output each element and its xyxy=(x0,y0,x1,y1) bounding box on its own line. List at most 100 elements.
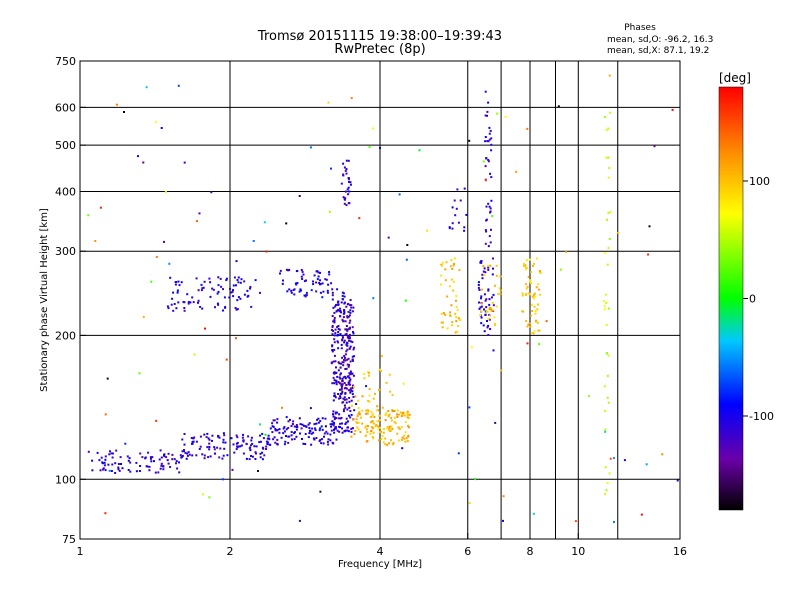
data-point xyxy=(235,308,238,311)
data-point xyxy=(319,291,322,294)
data-point xyxy=(285,268,288,271)
data-point xyxy=(345,398,348,401)
data-point xyxy=(276,421,279,424)
data-point xyxy=(488,132,491,135)
data-point xyxy=(389,430,392,433)
data-point xyxy=(347,193,350,196)
data-point xyxy=(288,435,291,438)
data-point xyxy=(606,263,609,266)
data-point xyxy=(487,334,490,336)
data-point xyxy=(484,136,487,138)
data-point xyxy=(96,451,99,454)
data-point xyxy=(344,333,347,336)
data-point xyxy=(538,343,541,346)
data-point xyxy=(341,385,343,388)
data-point xyxy=(485,306,488,309)
data-point xyxy=(340,362,343,365)
data-point xyxy=(347,315,350,318)
data-point xyxy=(407,424,409,427)
data-point xyxy=(353,385,355,388)
data-point xyxy=(450,278,453,281)
data-point xyxy=(441,321,444,324)
data-point xyxy=(533,295,536,298)
data-point xyxy=(104,512,107,515)
data-point xyxy=(223,296,226,299)
data-point xyxy=(526,325,529,328)
data-point xyxy=(343,404,346,407)
data-point xyxy=(155,121,158,124)
data-point xyxy=(104,469,107,472)
data-point xyxy=(319,279,321,282)
data-point xyxy=(175,281,178,283)
data-point xyxy=(536,321,539,324)
data-point xyxy=(337,327,340,330)
data-point xyxy=(465,213,468,216)
data-point xyxy=(239,445,242,448)
data-point xyxy=(109,450,111,453)
data-point xyxy=(380,355,383,358)
data-point xyxy=(203,457,206,460)
data-point xyxy=(480,302,483,305)
data-point xyxy=(480,322,483,325)
data-point xyxy=(218,436,221,439)
data-point xyxy=(348,321,351,324)
data-point xyxy=(235,284,237,287)
data-point xyxy=(470,346,473,349)
data-point xyxy=(490,176,493,179)
data-point xyxy=(489,129,492,132)
data-point xyxy=(500,369,503,372)
data-point xyxy=(345,421,348,424)
data-point xyxy=(483,274,486,277)
data-point xyxy=(648,225,651,228)
data-point xyxy=(377,409,380,412)
data-point xyxy=(120,463,122,465)
data-point xyxy=(229,287,231,290)
data-point xyxy=(315,290,318,293)
data-point xyxy=(139,452,142,455)
data-point xyxy=(373,416,376,418)
data-point xyxy=(127,469,130,471)
data-point xyxy=(236,436,239,439)
data-point xyxy=(480,305,483,308)
data-point xyxy=(609,457,612,460)
data-point xyxy=(290,434,293,437)
data-point xyxy=(606,396,609,399)
data-point xyxy=(603,308,606,311)
data-point xyxy=(344,423,347,425)
data-point xyxy=(312,437,315,440)
data-point xyxy=(345,305,348,308)
data-point xyxy=(343,339,346,342)
data-point xyxy=(181,454,184,457)
data-point xyxy=(102,467,105,470)
data-point xyxy=(323,432,326,435)
data-point xyxy=(607,212,610,214)
data-point xyxy=(351,393,354,396)
x-tick-label: 6 xyxy=(464,545,471,558)
data-point xyxy=(103,464,106,467)
data-point xyxy=(346,315,349,318)
data-point xyxy=(348,337,351,340)
data-point xyxy=(449,265,452,268)
data-point xyxy=(339,397,342,399)
data-point xyxy=(607,127,610,130)
data-point xyxy=(491,296,493,299)
data-point xyxy=(107,463,110,466)
data-point xyxy=(142,315,145,318)
data-point xyxy=(236,446,239,449)
data-point xyxy=(381,434,384,437)
data-point xyxy=(265,445,268,448)
data-point xyxy=(184,451,187,454)
data-point xyxy=(484,313,487,316)
data-point xyxy=(295,424,298,426)
data-point xyxy=(332,399,335,402)
data-point xyxy=(214,306,216,309)
data-point xyxy=(533,330,536,333)
data-point xyxy=(528,293,531,296)
data-point xyxy=(339,395,342,398)
data-point xyxy=(347,430,350,433)
data-point xyxy=(330,425,333,428)
data-point xyxy=(486,140,489,143)
y-tick-label: 500 xyxy=(55,139,76,152)
data-point xyxy=(350,372,353,375)
data-point xyxy=(488,205,491,208)
